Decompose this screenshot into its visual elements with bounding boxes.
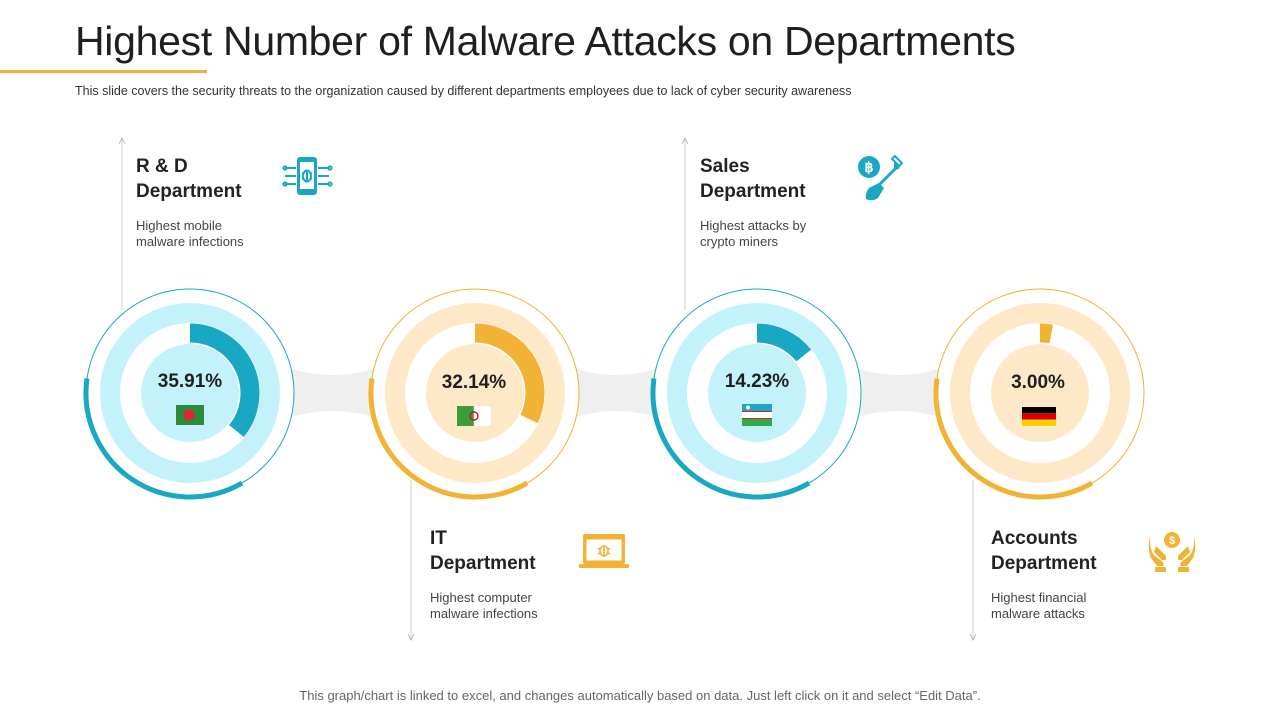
svg-text:฿: ฿ xyxy=(865,159,874,175)
dept-rd-desc: Highest mobile malware infections xyxy=(136,218,244,249)
outer-accent-arc-sales xyxy=(650,378,811,500)
donut-value-arc-rd xyxy=(189,323,260,437)
dept-rd-name: R & D Department xyxy=(136,156,242,202)
percent-label-it: 32.14% xyxy=(441,372,507,393)
percent-label-accounts: 3.00% xyxy=(1011,372,1065,393)
algeria-flag-icon xyxy=(457,406,491,426)
dept-sales: Sales Department Highest attacks by cryp… xyxy=(700,154,900,250)
guide-arrow-it xyxy=(407,633,415,642)
donut-value-arc-sales xyxy=(756,323,812,362)
dept-it-name: IT Department xyxy=(430,528,536,574)
outer-accent-arc-rd xyxy=(83,378,244,500)
dept-accounts-desc: Highest financial malware attacks xyxy=(991,590,1087,621)
connector-it-sales xyxy=(565,365,667,421)
mobile-bug-icon xyxy=(282,157,333,195)
germany-flag-icon xyxy=(1022,407,1056,426)
donut-core-sales xyxy=(708,344,806,442)
guide-arrow-sales xyxy=(681,136,689,145)
outer-accent-arc-it xyxy=(368,378,529,500)
svg-text:$: $ xyxy=(1169,535,1175,547)
donut-core-accounts xyxy=(991,344,1089,442)
donut-value-arc-accounts xyxy=(1039,323,1054,344)
page-title: Highest Number of Malware Attacks on Dep… xyxy=(75,18,1016,64)
donut-core-rd xyxy=(141,344,239,442)
guide-arrow-rd xyxy=(118,136,126,145)
donut-core-it xyxy=(426,344,524,442)
hands-dollar-icon: $ xyxy=(1148,532,1196,572)
connector-rd-it xyxy=(280,365,385,421)
bitcoin-shovel-icon: ฿ xyxy=(858,154,904,201)
donut-value-arc-it xyxy=(474,323,545,424)
connector-sales-accounts xyxy=(847,365,950,421)
outer-accent-arc-accounts xyxy=(933,378,1094,500)
dept-it: IT Department Highest computer malware i… xyxy=(430,526,630,622)
dept-rd: R & D Department Highest mobile malware … xyxy=(136,154,336,250)
dept-sales-desc: Highest attacks by crypto miners xyxy=(700,218,807,249)
dept-sales-name: Sales Department xyxy=(700,156,806,202)
percent-label-rd: 35.91% xyxy=(157,371,223,392)
title-underline xyxy=(0,70,207,73)
page-subtitle: This slide covers the security threats t… xyxy=(75,84,852,98)
dept-accounts: Accounts Department Highest financial ma… xyxy=(991,526,1191,622)
uzbekistan-flag-icon xyxy=(742,404,772,426)
dept-accounts-name: Accounts Department xyxy=(991,528,1097,574)
bangladesh-flag-icon xyxy=(176,405,204,425)
footer-note: This graph/chart is linked to excel, and… xyxy=(299,688,981,703)
laptop-bug-icon xyxy=(579,534,629,568)
guide-arrow-accounts xyxy=(969,633,977,642)
percent-label-sales: 14.23% xyxy=(724,371,790,392)
dept-it-desc: Highest computer malware infections xyxy=(430,590,538,621)
